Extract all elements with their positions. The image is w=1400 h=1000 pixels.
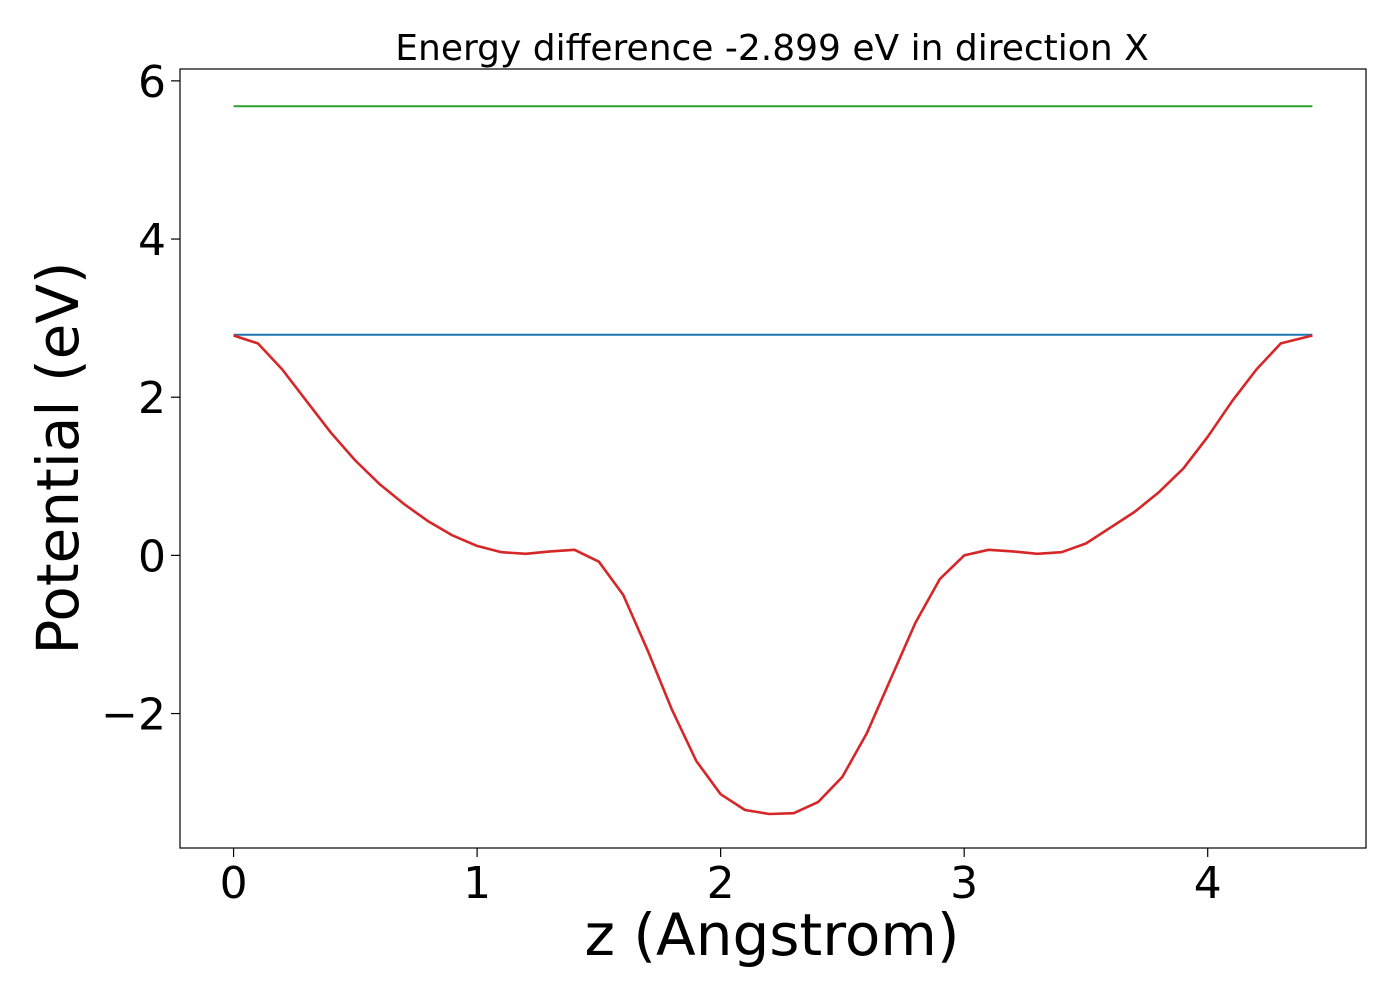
y-tick-label: 6 — [138, 57, 166, 108]
y-tick-label: −2 — [101, 690, 166, 741]
x-tick-label: 2 — [707, 858, 735, 909]
y-axis-label: Potential (eV) — [24, 261, 92, 654]
series-line-2 — [233, 334, 1313, 816]
plot-area — [179, 68, 1367, 849]
y-tick-label: 2 — [138, 373, 166, 424]
series-lines — [233, 105, 1313, 816]
x-tick-label: 0 — [220, 858, 248, 909]
x-axis-label: z (Angstrom) — [585, 901, 960, 969]
x-tick-label: 1 — [463, 858, 491, 909]
x-tick-label: 3 — [950, 858, 978, 909]
chart-title: Energy difference -2.899 eV in direction… — [395, 28, 1149, 69]
x-tick-label: 4 — [1194, 858, 1222, 909]
y-tick-label: 0 — [138, 531, 166, 582]
y-axis-ticks: −2 0 2 4 6 — [101, 57, 180, 741]
x-axis-ticks: 0 1 2 3 4 — [220, 848, 1222, 909]
y-tick-label: 4 — [138, 215, 166, 266]
